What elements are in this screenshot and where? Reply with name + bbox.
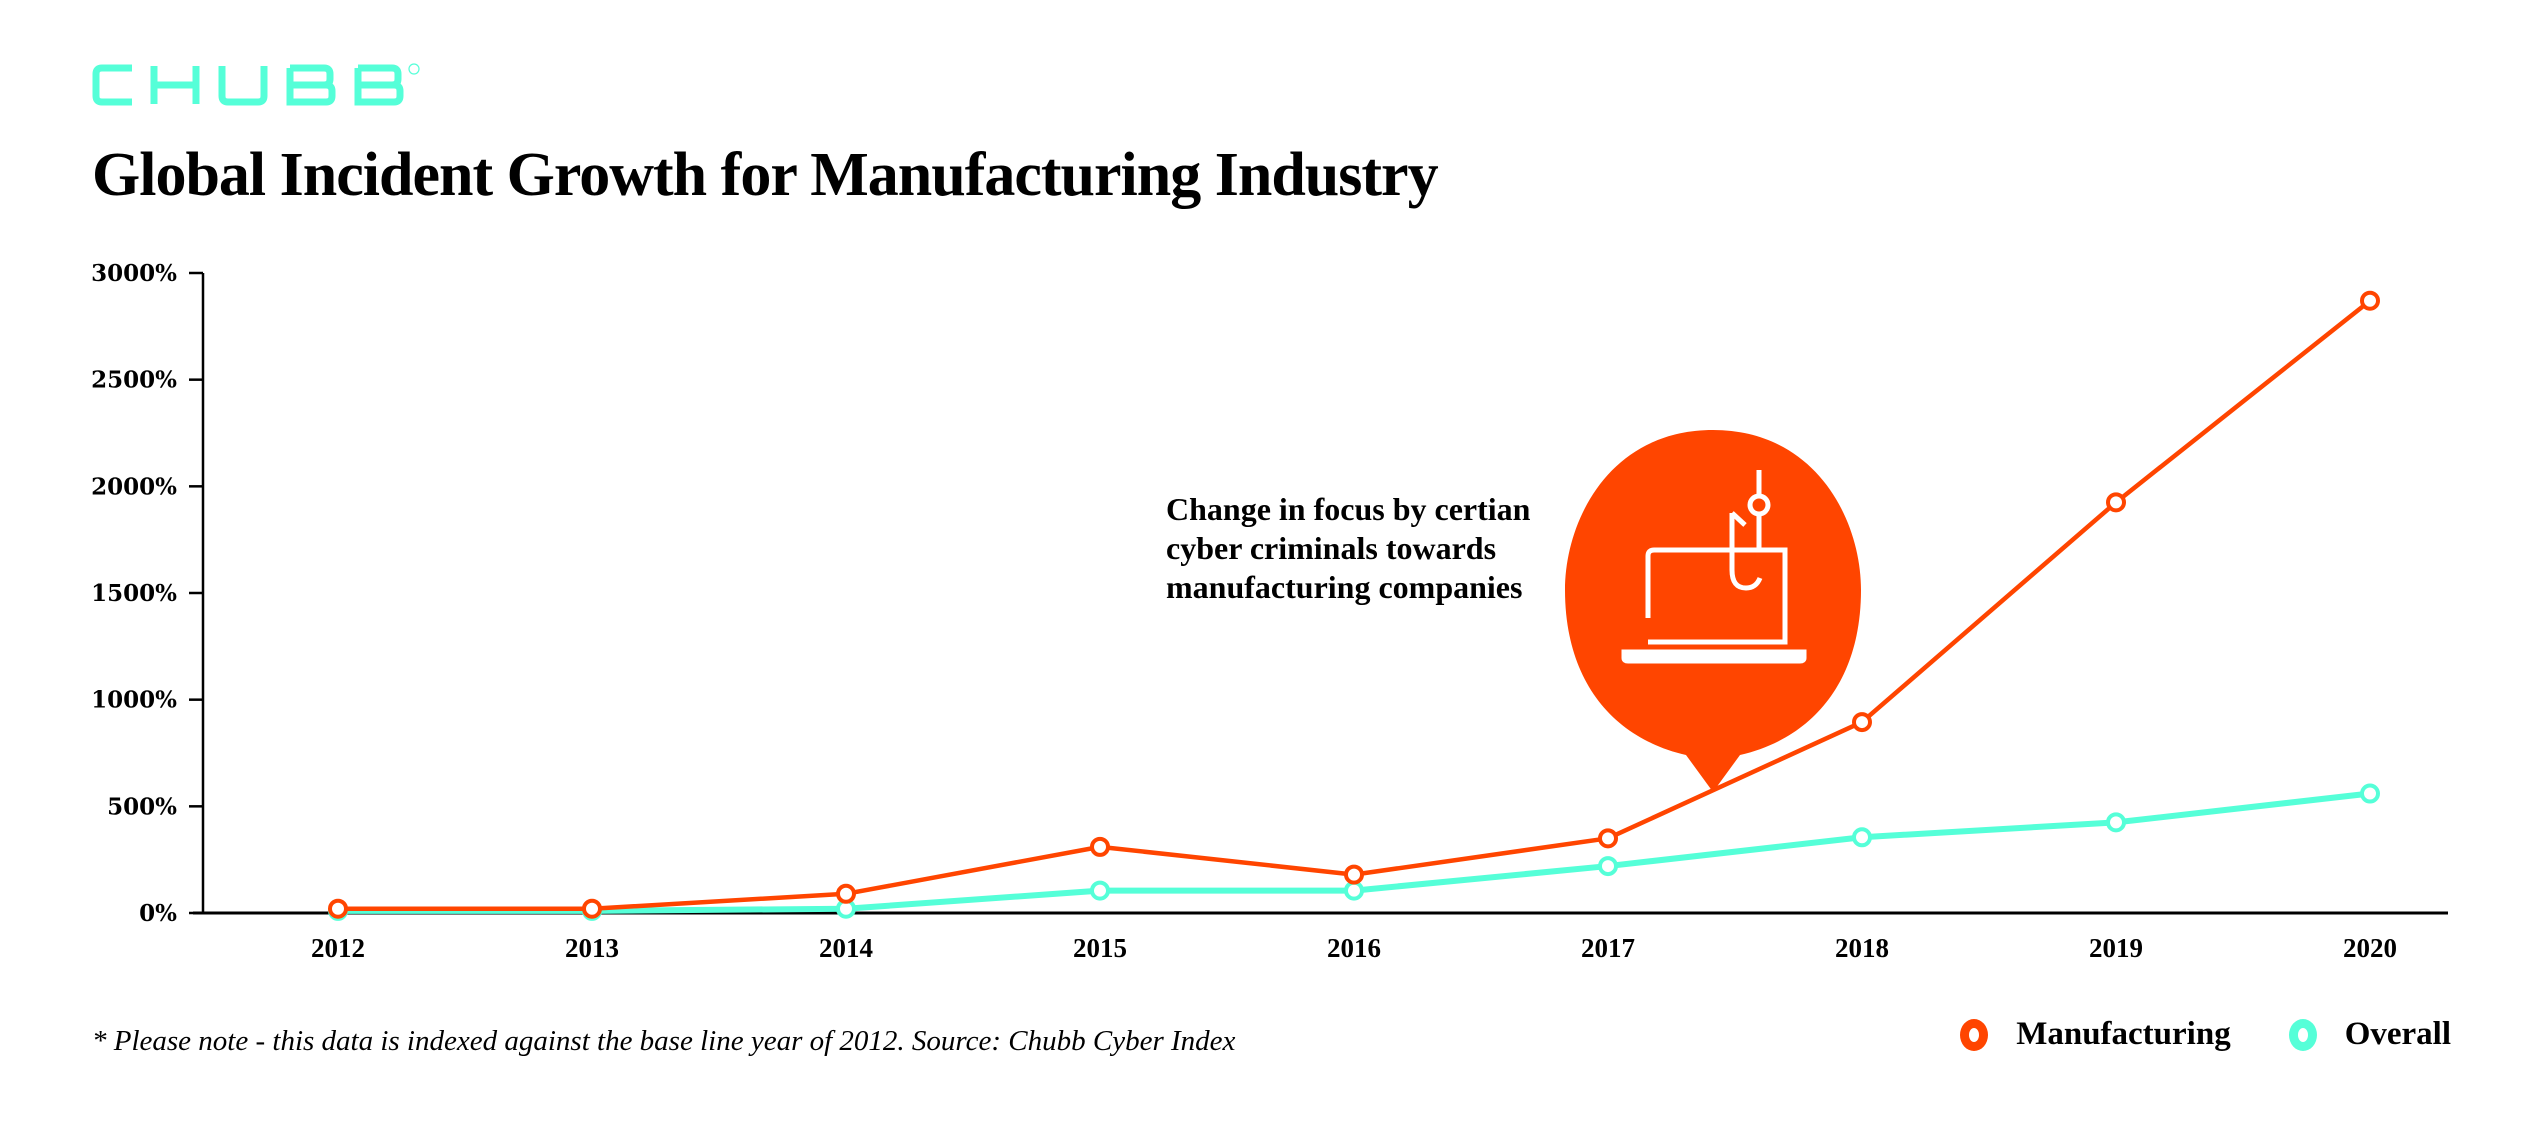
legend-label: Manufacturing (2016, 1016, 2231, 1052)
laptop-phishing-hook-icon (1621, 470, 1807, 664)
y-tick-label: 2000% (91, 473, 177, 500)
data-point-overall (1598, 856, 1618, 877)
series-layer (328, 290, 2380, 921)
x-tick-label: 2012 (311, 933, 365, 963)
y-tick-label: 3000% (91, 260, 177, 287)
data-point-overall (1344, 880, 1364, 901)
x-tick-label: 2017 (1581, 933, 1635, 963)
chubb-logo (92, 62, 422, 112)
chubb-logo-icon (92, 63, 420, 106)
x-tick-labels: 2012 2013 2014 2015 2016 2017 2018 2019 2020 (311, 933, 2397, 963)
y-tick-label: 1500% (91, 580, 177, 607)
data-point-manufacturing (2106, 492, 2126, 513)
y-tick-labels: 0% 500% 1000% 1500% 2000% 2500% 3000% (91, 260, 177, 927)
data-point-manufacturing (582, 898, 602, 919)
callout-bubble (1565, 430, 1861, 792)
callout-bubble-shape (1565, 430, 1861, 792)
data-point-overall (1090, 880, 1110, 901)
legend-item-manufacturing[interactable]: Manufacturing (1960, 1016, 2231, 1053)
x-tick-label: 2018 (1835, 933, 1889, 963)
data-point-manufacturing (1598, 828, 1618, 849)
legend-marker-overall-icon (2288, 1018, 2317, 1051)
x-tick-label: 2015 (1073, 933, 1127, 963)
series-manufacturing (328, 290, 2380, 919)
data-point-manufacturing (1344, 864, 1364, 885)
y-tick-label: 500% (107, 793, 177, 820)
y-tick-label: 0% (139, 900, 177, 927)
data-point-manufacturing (1852, 712, 1872, 733)
x-tick-label: 2019 (2089, 933, 2143, 963)
data-point-manufacturing (328, 898, 348, 919)
y-tick-label: 2500% (91, 367, 177, 394)
footnote: * Please note - this data is indexed aga… (92, 1025, 1236, 1057)
callout-annotation: Change in focus by certian cyber crimina… (1166, 491, 1531, 605)
series-overall (328, 783, 2380, 921)
data-point-manufacturing (836, 883, 856, 904)
data-point-overall (1852, 827, 1872, 848)
chart-title: Global Incident Growth for Manufacturing… (92, 141, 1439, 209)
x-tick-label: 2014 (819, 933, 873, 963)
data-point-manufacturing (2360, 290, 2380, 311)
legend-item-overall[interactable]: Overall (2288, 1016, 2451, 1053)
x-tick-label: 2016 (1327, 933, 1381, 963)
legend: Manufacturing Overall (1902, 1016, 2451, 1053)
data-point-manufacturing (1090, 836, 1110, 857)
x-tick-label: 2013 (565, 933, 619, 963)
data-point-overall (2106, 812, 2126, 833)
data-point-overall (2360, 783, 2380, 804)
y-tick-label: 1000% (91, 687, 177, 714)
legend-marker-manufacturing-icon (1960, 1018, 1989, 1051)
x-tick-label: 2020 (2343, 933, 2397, 963)
legend-label: Overall (2344, 1016, 2451, 1052)
